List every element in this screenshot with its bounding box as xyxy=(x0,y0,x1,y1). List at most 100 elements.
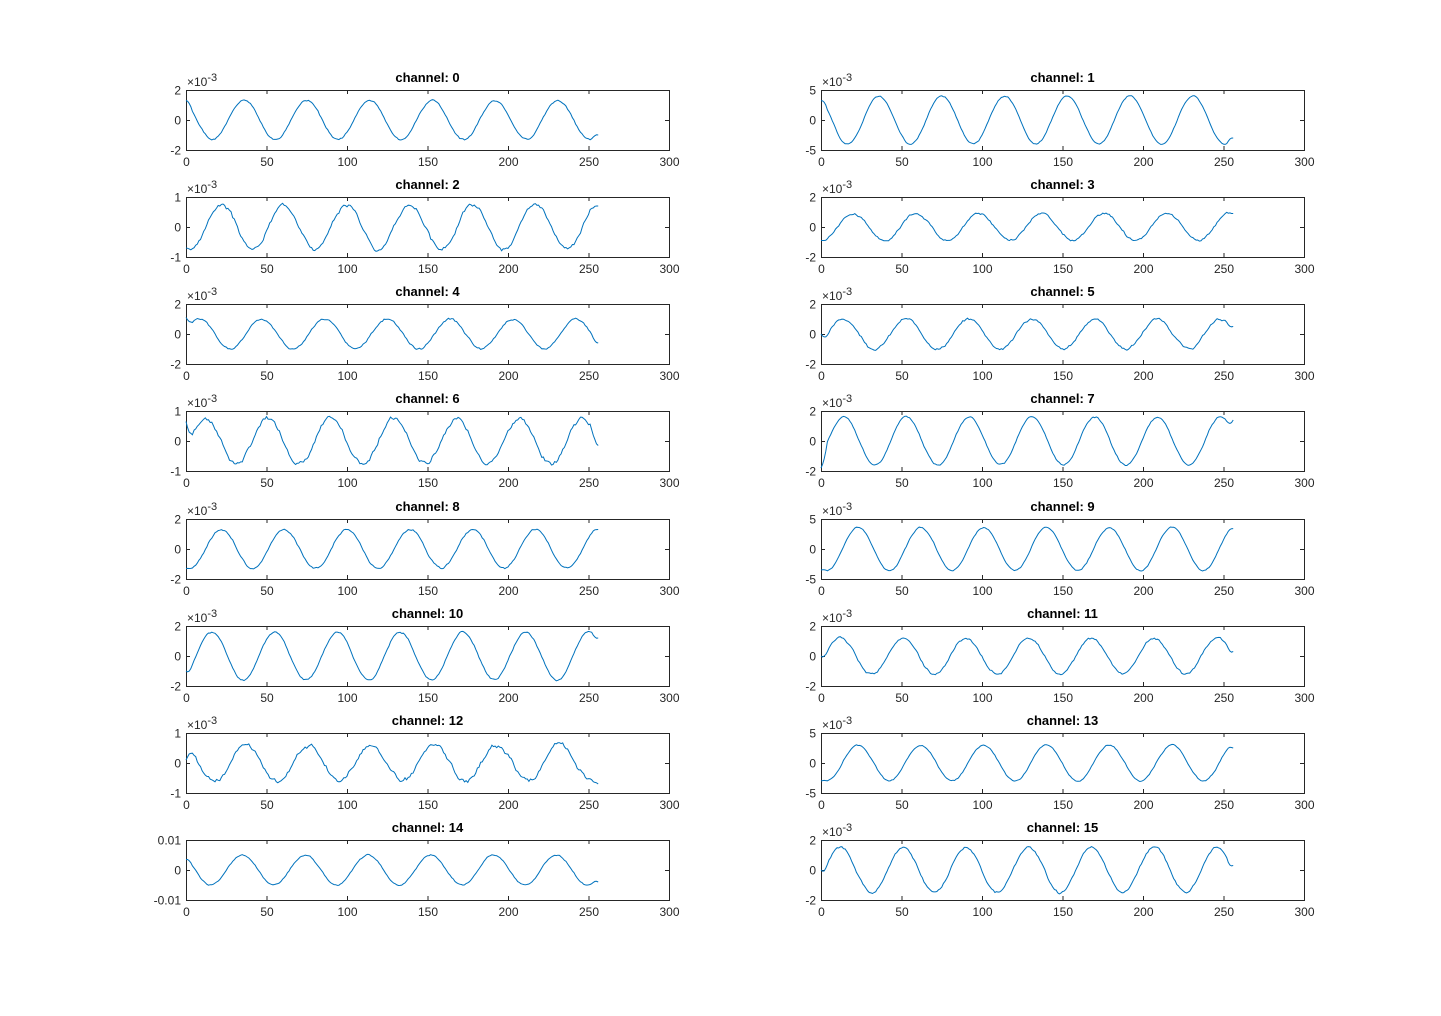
x-tick-label: 250 xyxy=(1214,155,1234,169)
x-tick-label: 200 xyxy=(498,584,518,598)
x-tick-label: 0 xyxy=(818,798,825,812)
x-tick-label: 300 xyxy=(1294,476,1314,490)
x-tick-label: 200 xyxy=(498,369,518,383)
y-tick-label: 0 xyxy=(174,435,181,449)
exponent-label: ×10-3 xyxy=(822,286,852,303)
y-tick-label: 0 xyxy=(174,114,181,128)
x-tick-label: 150 xyxy=(1053,476,1073,490)
x-tick-label: 100 xyxy=(337,262,357,276)
signal-trace xyxy=(820,846,1234,895)
x-tick-label: 50 xyxy=(895,584,909,598)
y-tick-label: 0 xyxy=(809,650,816,664)
x-tick-label: 150 xyxy=(418,155,438,169)
x-tick-label: 250 xyxy=(579,476,599,490)
x-tick-label: 0 xyxy=(818,584,825,598)
signal-trace xyxy=(185,630,599,682)
x-tick-label: 300 xyxy=(1294,369,1314,383)
x-tick-label: 250 xyxy=(1214,691,1234,705)
y-tick-label: 2 xyxy=(809,834,816,848)
y-tick-label: 0 xyxy=(809,435,816,449)
axes-box xyxy=(186,733,670,794)
x-tick-label: 150 xyxy=(418,369,438,383)
y-tick-label: -0.01 xyxy=(154,894,182,908)
y-tick-label: 0 xyxy=(174,864,181,878)
x-tick-label: 100 xyxy=(972,476,992,490)
x-tick-label: 300 xyxy=(659,476,679,490)
y-tick-label: -5 xyxy=(805,787,816,801)
subplot-title: channel: 2 xyxy=(395,177,459,192)
subplot-channel-11: channel: 110 50 100 150 200 250 300-202×10-3 xyxy=(805,606,1315,705)
x-tick-label: 300 xyxy=(659,905,679,919)
subplot-channel-1: channel: 10 50 100 150 200 250 300-505×10-3 xyxy=(805,70,1315,169)
y-tick-label: -5 xyxy=(805,573,816,587)
subplot-title: channel: 13 xyxy=(1027,713,1099,728)
x-tick-label: 0 xyxy=(818,476,825,490)
y-tick-label: 0 xyxy=(809,543,816,557)
y-tick-label: 0.01 xyxy=(158,834,182,848)
y-tick-label: 2 xyxy=(809,191,816,205)
y-tick-label: 0 xyxy=(174,650,181,664)
x-tick-label: 100 xyxy=(337,691,357,705)
subplot-title: channel: 1 xyxy=(1030,70,1094,85)
y-tick-label: 2 xyxy=(174,620,181,634)
exponent-label: ×10-3 xyxy=(187,393,217,410)
y-tick-label: 2 xyxy=(809,620,816,634)
y-tick-label: -2 xyxy=(170,144,181,158)
x-tick-label: 200 xyxy=(1133,691,1153,705)
axes-box xyxy=(821,840,1305,901)
exponent-label: ×10-3 xyxy=(187,72,217,89)
axes-box xyxy=(821,90,1305,151)
x-tick-label: 300 xyxy=(1294,798,1314,812)
x-tick-label: 0 xyxy=(818,262,825,276)
x-tick-label: 50 xyxy=(260,691,274,705)
subplot-title: channel: 6 xyxy=(395,391,459,406)
x-tick-label: 150 xyxy=(418,798,438,812)
axes-box xyxy=(821,411,1305,472)
axes-box xyxy=(821,519,1305,580)
x-tick-label: 0 xyxy=(183,584,190,598)
exponent-label: ×10-3 xyxy=(822,822,852,839)
x-tick-label: 50 xyxy=(260,905,274,919)
x-tick-label: 200 xyxy=(498,262,518,276)
x-tick-label: 200 xyxy=(1133,476,1153,490)
exponent-label: ×10-3 xyxy=(822,715,852,732)
subplot-channel-0: channel: 00 50 100 150 200 250 300-202×10-3 xyxy=(170,70,680,169)
subplot-title: channel: 9 xyxy=(1030,499,1094,514)
x-tick-label: 100 xyxy=(337,584,357,598)
signal-trace xyxy=(185,99,599,141)
x-tick-label: 0 xyxy=(183,262,190,276)
x-tick-label: 200 xyxy=(1133,262,1153,276)
y-tick-label: 1 xyxy=(174,727,181,741)
x-tick-label: 200 xyxy=(1133,905,1153,919)
signal-trace xyxy=(820,743,1234,783)
x-tick-label: 100 xyxy=(972,262,992,276)
x-tick-label: 200 xyxy=(1133,155,1153,169)
x-tick-label: 200 xyxy=(1133,584,1153,598)
subplot-title: channel: 14 xyxy=(392,820,464,835)
x-tick-label: 150 xyxy=(418,262,438,276)
x-tick-label: 250 xyxy=(579,369,599,383)
y-tick-label: 5 xyxy=(809,513,816,527)
x-tick-label: 100 xyxy=(972,155,992,169)
subplot-title: channel: 8 xyxy=(395,499,459,514)
x-tick-label: 150 xyxy=(418,905,438,919)
x-tick-label: 0 xyxy=(183,476,190,490)
subplot-title: channel: 12 xyxy=(392,713,464,728)
axes-box xyxy=(186,519,670,580)
x-tick-label: 250 xyxy=(579,691,599,705)
x-tick-label: 50 xyxy=(260,476,274,490)
y-tick-label: -2 xyxy=(805,894,816,908)
x-tick-label: 250 xyxy=(1214,369,1234,383)
x-tick-label: 200 xyxy=(498,691,518,705)
y-tick-label: 5 xyxy=(809,727,816,741)
subplot-channel-13: channel: 130 50 100 150 200 250 300-505×10-3 xyxy=(805,713,1315,812)
x-tick-label: 250 xyxy=(579,798,599,812)
axes-box xyxy=(821,197,1305,258)
signal-trace xyxy=(820,415,1234,469)
signal-trace xyxy=(185,528,599,570)
x-tick-label: 200 xyxy=(498,476,518,490)
subplot-channel-9: channel: 90 50 100 150 200 250 300-505×10-3 xyxy=(805,499,1315,598)
x-tick-label: 50 xyxy=(895,798,909,812)
subplot-title: channel: 10 xyxy=(392,606,464,621)
subplot-title: channel: 7 xyxy=(1030,391,1094,406)
